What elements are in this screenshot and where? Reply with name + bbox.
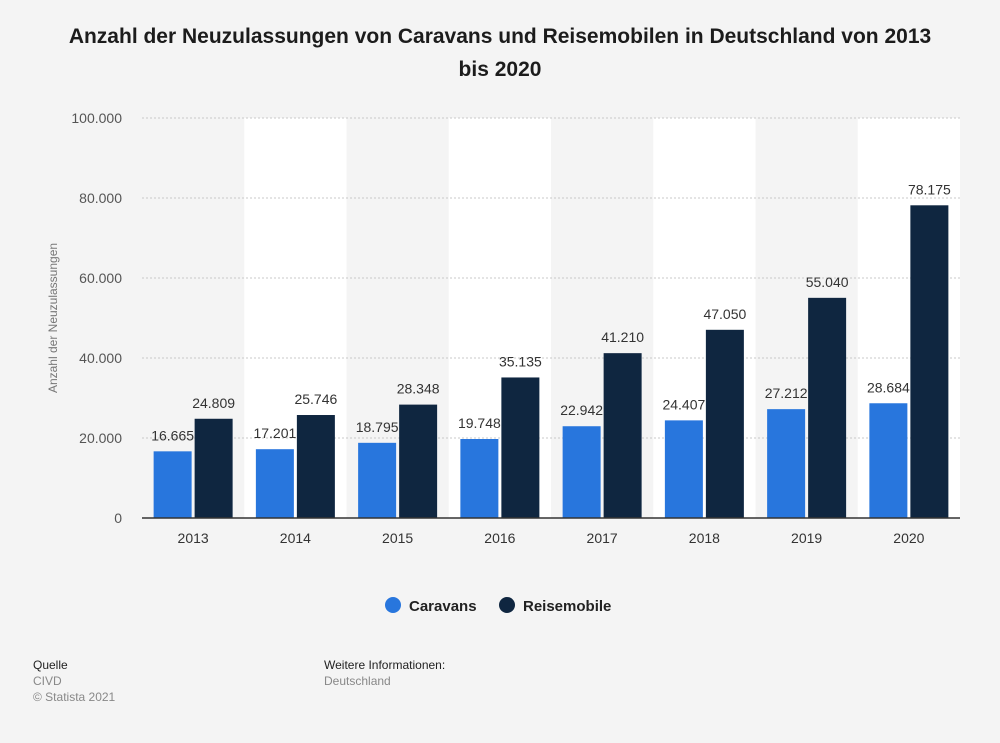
x-tick-label: 2018 (689, 530, 720, 546)
x-tick-label: 2019 (791, 530, 822, 546)
legend-label-caravans[interactable]: Caravans (409, 598, 477, 615)
bar-caravans[interactable] (153, 451, 192, 518)
y-axis-label: Anzahl der Neuzulassungen (46, 243, 60, 393)
bar-caravans[interactable] (869, 403, 908, 518)
data-label: 27.212 (765, 385, 808, 401)
y-tick-label: 0 (114, 510, 122, 526)
y-tick-label: 80.000 (79, 190, 122, 206)
bar-reisemobile[interactable] (194, 418, 233, 518)
x-tick-label: 2013 (178, 530, 209, 546)
data-label: 35.135 (499, 353, 542, 369)
data-label: 41.210 (601, 329, 644, 345)
data-label: 78.175 (908, 181, 951, 197)
y-tick-label: 60.000 (79, 270, 122, 286)
data-label: 24.809 (192, 395, 235, 411)
legend-marker-reisemobile[interactable] (499, 597, 515, 613)
x-tick-label: 2016 (484, 530, 515, 546)
y-tick-label: 20.000 (79, 430, 122, 446)
bar-reisemobile[interactable] (808, 297, 847, 518)
chart-title: Anzahl der Neuzulassungen von Caravans u… (68, 25, 932, 81)
bar-reisemobile[interactable] (910, 205, 949, 519)
bar-reisemobile[interactable] (296, 415, 335, 518)
x-tick-label: 2020 (893, 530, 924, 546)
legend-label-reisemobile[interactable]: Reisemobile (523, 598, 611, 615)
info-region: Deutschland (324, 674, 391, 688)
bar-reisemobile[interactable] (705, 329, 744, 518)
source-heading: Quelle (33, 658, 68, 672)
bar-caravans[interactable] (460, 439, 499, 518)
bar-reisemobile[interactable] (501, 377, 540, 518)
data-label: 18.795 (356, 419, 399, 435)
bar-caravans[interactable] (767, 409, 806, 518)
x-tick-label: 2017 (587, 530, 618, 546)
legend-marker-caravans[interactable] (385, 597, 401, 613)
info-block: Weitere Informationen: Deutschland (324, 657, 445, 689)
bar-caravans[interactable] (562, 426, 601, 518)
data-label: 25.746 (294, 391, 337, 407)
data-label: 19.748 (458, 415, 501, 431)
data-label: 17.201 (253, 425, 296, 441)
copyright: © Statista 2021 (33, 690, 116, 704)
bar-reisemobile[interactable] (399, 404, 438, 518)
data-label: 22.942 (560, 402, 603, 418)
data-label: 24.407 (662, 396, 705, 412)
info-heading[interactable]: Weitere Informationen: (324, 658, 446, 672)
data-label: 55.040 (806, 274, 849, 290)
y-tick-label: 100.000 (71, 110, 122, 126)
bar-caravans[interactable] (358, 442, 397, 518)
bar-reisemobile[interactable] (603, 353, 642, 518)
data-label: 28.684 (867, 379, 910, 395)
y-tick-label: 40.000 (79, 350, 122, 366)
bar-caravans[interactable] (664, 420, 703, 518)
bar-caravans[interactable] (255, 449, 294, 518)
data-label: 47.050 (703, 306, 746, 322)
data-label: 28.348 (397, 381, 440, 397)
data-label: 16.665 (151, 427, 194, 443)
x-tick-label: 2014 (280, 530, 311, 546)
x-tick-label: 2015 (382, 530, 413, 546)
source-name: CIVD (33, 674, 62, 688)
source-block: Quelle CIVD © Statista 2021 (33, 657, 115, 705)
